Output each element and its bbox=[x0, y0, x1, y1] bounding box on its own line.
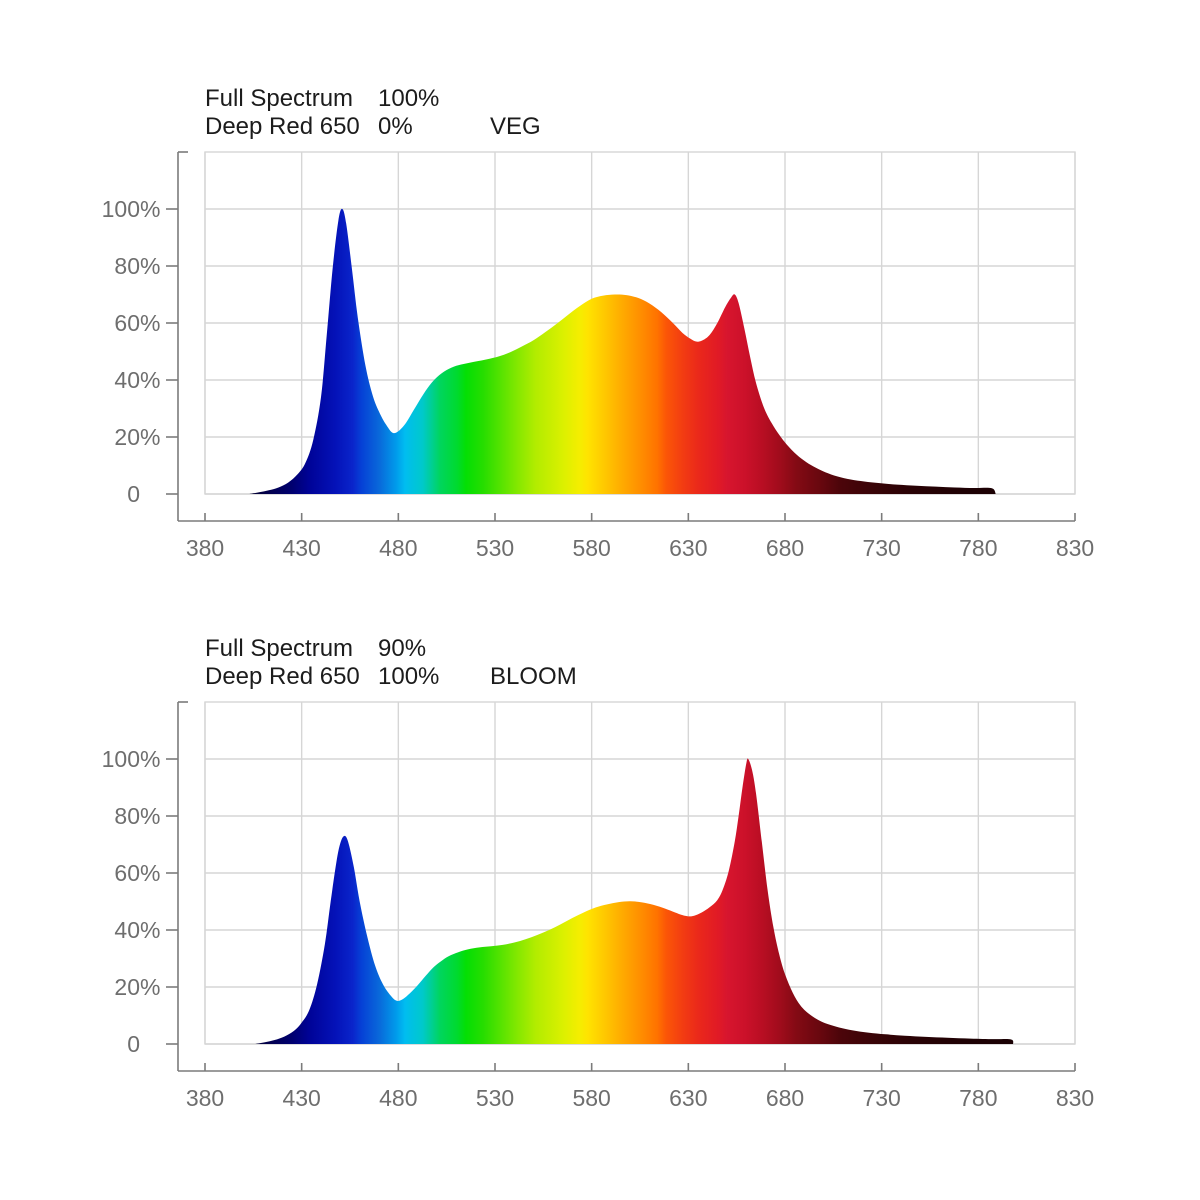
y-tick-label-suffix: % bbox=[140, 253, 160, 279]
x-tick-labels: 380 430 480 530 580 630 680 730 780 830 bbox=[186, 1085, 1094, 1111]
x-tick-label: 680 bbox=[766, 1085, 804, 1111]
x-tick-label: 480 bbox=[379, 1085, 417, 1111]
y-tick-label: 60 bbox=[114, 310, 140, 336]
y-tick-label: 80 bbox=[114, 803, 140, 829]
channel-value-full-spectrum: 100% bbox=[378, 85, 440, 112]
x-tick-label: 830 bbox=[1056, 535, 1094, 561]
y-tick-label: 80 bbox=[114, 253, 140, 279]
x-tick-label: 680 bbox=[766, 535, 804, 561]
y-tick-label-suffix: % bbox=[140, 196, 160, 222]
channel-label-full-spectrum: Full Spectrum bbox=[205, 635, 354, 662]
spectrum-curve bbox=[255, 758, 1014, 1044]
x-tick-label: 730 bbox=[862, 535, 900, 561]
y-tick-label-suffix: % bbox=[140, 803, 160, 829]
channel-value-full-spectrum: 90% bbox=[378, 635, 427, 662]
x-tick-label: 480 bbox=[379, 535, 417, 561]
mode-label: VEG bbox=[490, 113, 541, 140]
bloom-chart: Full Spectrum 90% Deep Red 650 100% BLOO… bbox=[0, 550, 1200, 1150]
x-tick-label: 780 bbox=[959, 535, 997, 561]
x-tick-label: 730 bbox=[862, 1085, 900, 1111]
channel-value-deep-red: 100% bbox=[378, 663, 440, 690]
y-tick-label-suffix: % bbox=[140, 367, 160, 393]
x-tick-label: 580 bbox=[572, 535, 610, 561]
x-tick-label: 430 bbox=[282, 535, 320, 561]
channel-label-deep-red: Deep Red 650 bbox=[205, 113, 360, 140]
x-tick-label: 530 bbox=[476, 1085, 514, 1111]
x-tick-label: 630 bbox=[669, 535, 707, 561]
x-tick-label: 380 bbox=[186, 535, 224, 561]
y-tick-label-suffix: % bbox=[140, 746, 160, 772]
spectrum-curve bbox=[249, 208, 996, 494]
y-tick-label-suffix: % bbox=[140, 917, 160, 943]
y-tick-label-suffix: % bbox=[140, 424, 160, 450]
channel-label-deep-red: Deep Red 650 bbox=[205, 663, 360, 690]
x-tick-label: 780 bbox=[959, 1085, 997, 1111]
y-axis bbox=[166, 701, 188, 1071]
y-tick-label: 60 bbox=[114, 860, 140, 886]
y-tick-label-suffix: % bbox=[140, 860, 160, 886]
channel-label-full-spectrum: Full Spectrum bbox=[205, 85, 354, 112]
veg-chart: Full Spectrum 100% Deep Red 650 0% VEG 1… bbox=[102, 85, 1095, 562]
x-axis bbox=[178, 1063, 1076, 1072]
x-tick-label: 380 bbox=[186, 1085, 224, 1111]
y-tick-label-suffix: % bbox=[140, 310, 160, 336]
y-tick-labels: 100 %80 %60 %40 %20 %0 bbox=[102, 746, 161, 1057]
y-tick-label: 100 bbox=[102, 746, 140, 772]
x-tick-label: 830 bbox=[1056, 1085, 1094, 1111]
x-tick-label: 530 bbox=[476, 535, 514, 561]
channel-value-deep-red: 0% bbox=[378, 113, 413, 140]
mode-label: BLOOM bbox=[490, 663, 577, 690]
y-tick-label: 100 bbox=[102, 196, 140, 222]
x-tick-labels: 380 430 480 530 580 630 680 730 780 830 bbox=[186, 535, 1094, 561]
y-tick-label: 20 bbox=[114, 974, 140, 1000]
y-tick-labels: 100 %80 %60 %40 %20 %0 bbox=[102, 196, 161, 507]
y-tick-label: 0 bbox=[127, 1031, 140, 1057]
x-tick-label: 580 bbox=[572, 1085, 610, 1111]
x-tick-label: 430 bbox=[282, 1085, 320, 1111]
y-tick-label: 20 bbox=[114, 424, 140, 450]
y-axis bbox=[166, 151, 188, 521]
y-tick-label: 40 bbox=[114, 367, 140, 393]
y-tick-label-suffix: % bbox=[140, 974, 160, 1000]
x-tick-label: 630 bbox=[669, 1085, 707, 1111]
y-tick-label: 40 bbox=[114, 917, 140, 943]
y-tick-label: 0 bbox=[127, 481, 140, 507]
x-axis bbox=[178, 513, 1076, 522]
